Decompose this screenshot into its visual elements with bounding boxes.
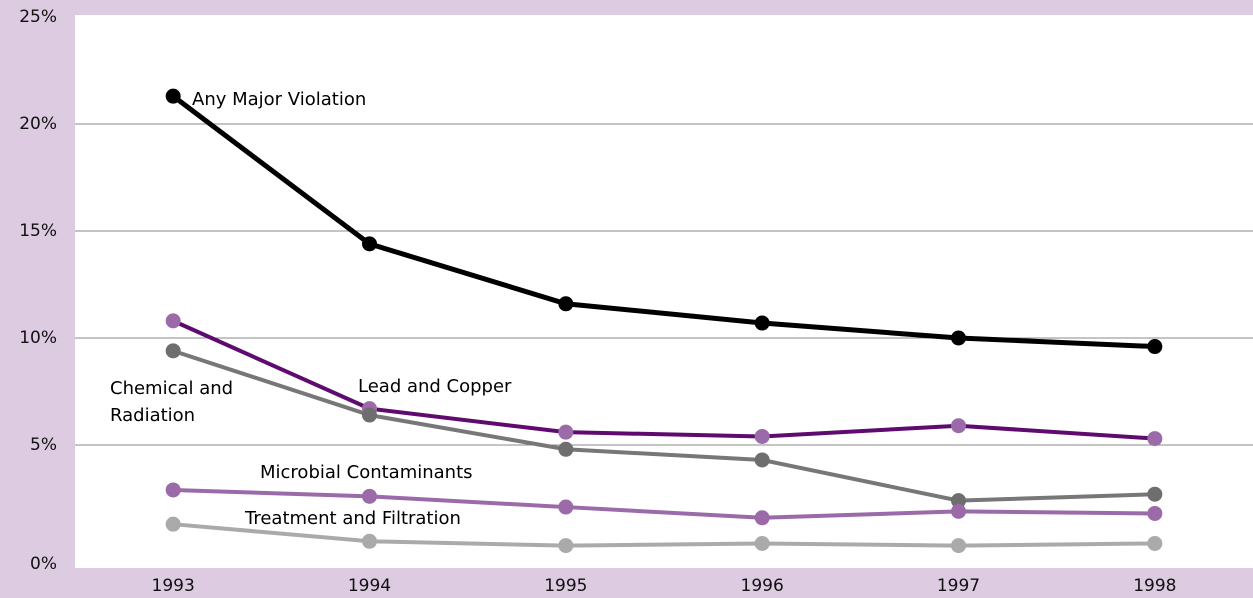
data-point — [1147, 535, 1163, 551]
data-point — [754, 315, 770, 331]
data-point — [362, 533, 377, 549]
y-tick-label: 0% — [30, 554, 57, 574]
series-label: Treatment and Filtration — [245, 508, 461, 529]
x-tick-label: 1995 — [544, 576, 587, 596]
series-line — [172, 348, 1155, 503]
y-tick-label: 10% — [19, 328, 57, 348]
data-point — [558, 441, 574, 457]
data-point — [558, 424, 574, 440]
data-point — [165, 313, 181, 329]
data-point — [1147, 339, 1163, 355]
y-tick-label: 15% — [19, 221, 57, 241]
data-point — [362, 236, 377, 252]
data-point — [754, 535, 770, 551]
data-point — [1147, 505, 1163, 521]
data-point — [951, 493, 966, 509]
data-point — [558, 296, 574, 312]
data-point — [754, 452, 770, 468]
series-line — [173, 487, 1155, 520]
series-line — [172, 522, 1155, 548]
y-tick-label: 20% — [19, 114, 57, 134]
data-point — [362, 488, 377, 504]
data-point — [165, 88, 181, 104]
data-point — [951, 503, 966, 519]
data-point — [754, 510, 770, 526]
plot-area — [75, 15, 1253, 568]
x-tick-label: 1996 — [741, 576, 784, 596]
data-point — [951, 418, 966, 434]
data-point — [951, 538, 966, 554]
series-label: Microbial Contaminants — [260, 462, 473, 483]
data-point — [951, 330, 966, 346]
data-point — [1147, 431, 1163, 447]
series-label: Chemical and Radiation — [110, 378, 234, 426]
data-point — [362, 407, 377, 423]
y-tick-label: 25% — [19, 7, 57, 27]
data-point — [754, 428, 770, 444]
data-point — [165, 516, 181, 532]
data-point — [165, 343, 181, 359]
data-point — [558, 499, 574, 515]
x-tick-label: 1993 — [152, 576, 195, 596]
series-label: Any Major Violation — [192, 89, 367, 110]
x-tick-label: 1998 — [1133, 576, 1176, 596]
series-label: Lead and Copper — [358, 376, 512, 397]
data-point — [1147, 486, 1163, 502]
x-tick-label: 1994 — [348, 576, 391, 596]
data-point — [165, 482, 181, 498]
y-tick-label: 5% — [30, 435, 57, 455]
series-line — [172, 319, 1155, 441]
x-tick-label: 1997 — [937, 576, 980, 596]
series-line — [171, 94, 1155, 350]
data-point — [558, 538, 574, 554]
